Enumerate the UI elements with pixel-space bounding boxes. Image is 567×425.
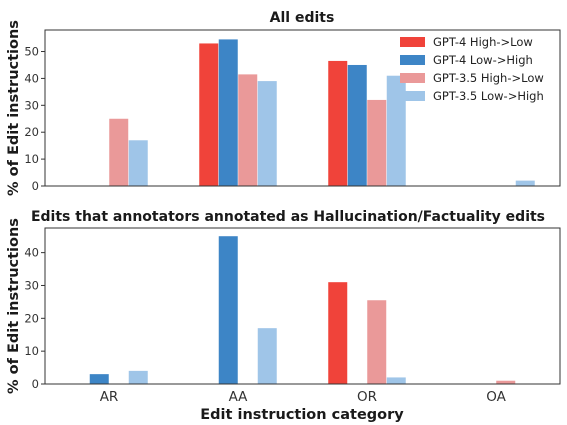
y-tick-label: 10 [24,152,39,166]
bar-or-series-3 [386,377,406,384]
y-tick-label: 50 [24,45,39,59]
legend: GPT-4 High->Low GPT-4 Low->High GPT-3.5 Hi… [400,35,544,103]
x-tick-label-or: OR [357,389,377,405]
bars-bottom [89,236,516,384]
y-tick-label: 0 [32,179,39,193]
bar-aa-series-1 [218,236,238,384]
chart-all-edits: All edits % of Edit instructions 0 10 20 30… [6,10,561,196]
bar-aa-series-0 [199,43,219,187]
bar-or-series-0 [328,60,348,186]
plot-frame-bottom [44,227,561,385]
bar-or-series-2 [367,300,387,384]
ticks-bottom: 0 10 20 30 40 AR AA OR OA [24,246,506,405]
y-tick-label: 20 [24,311,39,325]
legend-swatch-0 [400,37,425,47]
y-tick-label: 30 [24,278,39,292]
legend-label-0: GPT-4 High->Low [433,35,533,49]
y-axis-label-top: % of Edit instructions [6,20,22,196]
bar-aa-series-1 [218,39,238,186]
y-axis-label-bottom: % of Edit instructions [6,218,22,394]
x-tick-label-aa: AA [229,389,249,405]
y-tick-label: 30 [24,98,39,112]
y-tick-label: 40 [24,71,39,85]
bar-ar-series-2 [109,118,129,186]
x-tick-label-ar: AR [100,389,119,405]
bar-oa-series-2 [496,380,516,384]
legend-swatch-2 [400,73,425,83]
bar-ar-series-3 [128,370,148,384]
bar-or-series-2 [367,99,387,186]
bar-aa-series-2 [238,74,258,186]
bar-or-series-1 [347,64,367,186]
x-axis-label: Edit instruction category [200,407,404,423]
bar-aa-series-3 [257,328,277,384]
bar-aa-series-3 [257,81,277,186]
bar-or-series-0 [328,282,348,384]
ticks-top: 0 10 20 30 40 50 [24,45,45,193]
legend-swatch-3 [400,91,425,101]
chart-title-all-edits: All edits [270,10,335,26]
chart-title-hallucination: Edits that annotators annotated as Hallu… [31,209,545,225]
bar-ar-series-1 [89,374,109,384]
legend-swatch-1 [400,55,425,65]
bar-ar-series-3 [128,140,148,186]
y-tick-label: 10 [24,344,39,358]
y-tick-label: 40 [24,246,39,260]
x-tick-label-oa: OA [486,389,506,405]
legend-label-2: GPT-3.5 High->Low [433,71,544,85]
plot-frame-top [44,29,561,187]
y-tick-label: 0 [32,377,39,391]
legend-label-3: GPT-3.5 Low->High [433,89,544,103]
bars-top [109,39,535,187]
bar-or-series-3 [386,75,406,186]
bar-oa-series-3 [515,180,535,186]
y-tick-label: 20 [24,125,39,139]
legend-label-1: GPT-4 Low->High [433,53,533,67]
chart-hallucination-edits: Edits that annotators annotated as Hallu… [6,209,561,423]
